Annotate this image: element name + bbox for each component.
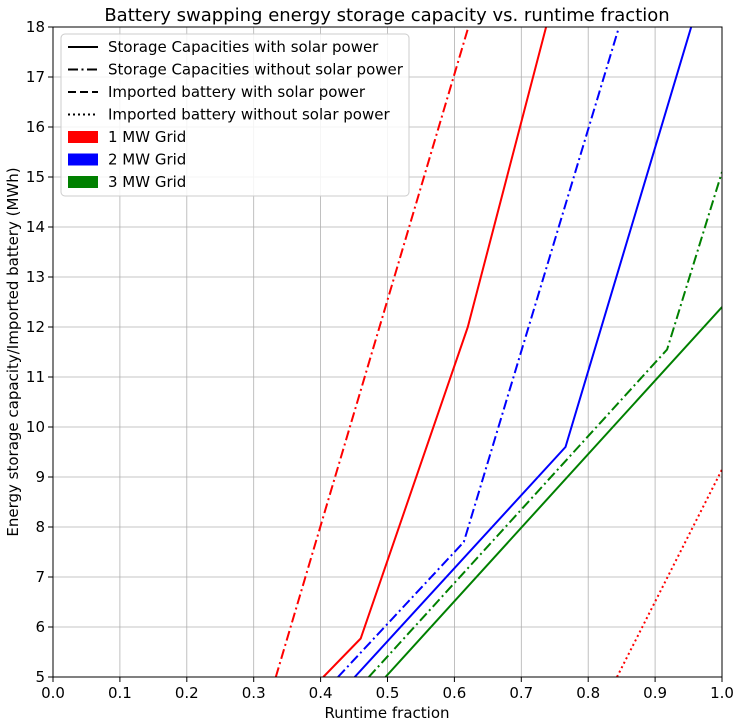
legend-label: Storage Capacities without solar power bbox=[108, 61, 404, 79]
legend-label: 3 MW Grid bbox=[108, 173, 186, 191]
x-tick-label: 0.7 bbox=[509, 684, 533, 702]
x-tick-label: 1.0 bbox=[710, 684, 734, 702]
legend-label: Imported battery without solar power bbox=[108, 106, 390, 124]
x-tick-label: 0.4 bbox=[309, 684, 333, 702]
legend: Storage Capacities with solar power Stora… bbox=[60, 33, 410, 197]
series-line-3-mw-grid-solid bbox=[384, 306, 722, 677]
legend-label: Storage Capacities with solar power bbox=[108, 38, 379, 56]
y-tick-label: 10 bbox=[26, 418, 45, 436]
x-tick-label: 0.8 bbox=[576, 684, 600, 702]
series-line-1-mw-grid-dotted bbox=[616, 469, 722, 677]
y-tick-label: 13 bbox=[26, 268, 45, 286]
y-tick-label: 16 bbox=[26, 118, 45, 136]
legend-box bbox=[60, 33, 410, 197]
y-tick-label: 14 bbox=[26, 218, 45, 236]
y-tick-label: 18 bbox=[26, 18, 45, 36]
x-tick-label: 0.5 bbox=[376, 684, 400, 702]
y-tick-label: 6 bbox=[35, 618, 45, 636]
x-tick-label: 0.1 bbox=[108, 684, 132, 702]
legend-label: Imported battery with solar power bbox=[108, 83, 366, 101]
series-layer bbox=[274, 27, 722, 677]
y-tick-label: 12 bbox=[26, 318, 45, 336]
x-tick-label: 0.3 bbox=[242, 684, 266, 702]
y-tick-label: 5 bbox=[35, 668, 45, 686]
y-tick-label: 9 bbox=[35, 468, 45, 486]
series-line-2-mw-grid-solid bbox=[353, 27, 693, 677]
series-line-1-mw-grid-solid bbox=[322, 27, 548, 677]
y-axis-label: Energy storage capacity/Imported battery… bbox=[4, 167, 22, 536]
axis-ticks: 0.0 0.1 0.2 0.3 0.4 0.5 0.6 0.7 0.8 0.9 1.0 5 6 7 8 9 10… bbox=[26, 18, 734, 702]
y-tick-label: 7 bbox=[35, 568, 45, 586]
x-tick-label: 0.2 bbox=[175, 684, 199, 702]
y-tick-label: 15 bbox=[26, 168, 45, 186]
series-line-2-mw-grid-dashdot bbox=[337, 27, 620, 677]
y-tick-label: 8 bbox=[35, 518, 45, 536]
legend-swatch bbox=[68, 131, 98, 143]
x-tick-label: 0.9 bbox=[643, 684, 667, 702]
x-axis-label: Runtime fraction bbox=[324, 704, 449, 722]
series-line-1-mw-grid-dashdot bbox=[274, 27, 470, 677]
chart-title: Battery swapping energy storage capacity… bbox=[104, 5, 669, 26]
x-tick-label: 0.0 bbox=[41, 684, 65, 702]
series-line-3-mw-grid-dashdot bbox=[368, 171, 722, 677]
legend-label: 1 MW Grid bbox=[108, 128, 186, 146]
y-tick-label: 17 bbox=[26, 68, 45, 86]
x-tick-label: 0.6 bbox=[442, 684, 466, 702]
legend-swatch bbox=[68, 153, 98, 166]
y-tick-label: 11 bbox=[26, 368, 45, 386]
legend-label: 2 MW Grid bbox=[108, 151, 186, 169]
legend-swatch bbox=[68, 176, 98, 188]
